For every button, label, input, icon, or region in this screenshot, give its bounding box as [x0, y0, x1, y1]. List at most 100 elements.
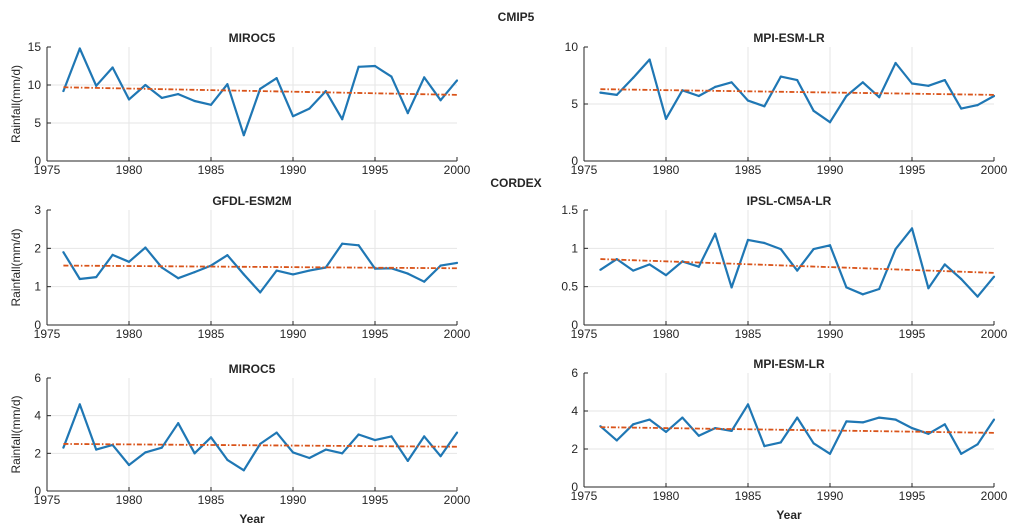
data-point	[697, 94, 700, 98]
data-point	[615, 439, 618, 442]
trend-line	[600, 88, 995, 96]
data-point	[78, 403, 81, 406]
x-tick-label: 1985	[198, 327, 225, 341]
y-tick-label: 1	[34, 280, 41, 294]
data-point	[78, 47, 81, 50]
x-tick-label: 1995	[362, 493, 389, 507]
data-point	[632, 269, 635, 272]
data-point	[177, 93, 180, 96]
data-point	[62, 89, 65, 93]
y-axis-label: Rainfall(mm/d)	[9, 228, 23, 306]
x-tick-label: 2000	[444, 493, 471, 507]
data-point	[763, 241, 766, 245]
data-point	[144, 451, 147, 454]
data-point	[943, 78, 946, 82]
data-point	[992, 275, 996, 278]
data-point	[730, 286, 733, 289]
x-tick-label: 1980	[116, 493, 143, 507]
data-point	[746, 403, 750, 406]
data-point	[730, 81, 733, 84]
data-point	[406, 272, 409, 275]
data-point	[62, 446, 65, 449]
data-point	[144, 83, 147, 87]
x-tick-label: 1990	[280, 493, 307, 507]
x-tick-label: 1980	[653, 327, 680, 341]
trend-line	[600, 426, 995, 434]
data-point	[423, 435, 426, 438]
y-tick-label: 0.5	[561, 280, 578, 294]
trend-line	[63, 443, 458, 448]
data-point	[455, 79, 459, 82]
data-point	[111, 66, 114, 69]
data-point	[943, 263, 946, 266]
data-point	[960, 277, 963, 281]
data-point	[763, 105, 766, 108]
y-tick-label: 0	[34, 154, 41, 168]
data-point	[275, 77, 278, 80]
data-point	[226, 254, 229, 257]
data-point	[992, 418, 996, 421]
data-point	[878, 416, 881, 419]
x-tick-label: 1980	[116, 327, 143, 341]
data-point	[812, 442, 815, 445]
data-point	[779, 441, 782, 444]
data-point	[894, 418, 897, 421]
y-tick-label: 5	[34, 116, 41, 130]
chart-panel-2: 1975 1980 1985 1990 1995 2000 0 5 10 MPI-ESM-LR	[565, 31, 1008, 177]
plot-area	[47, 210, 457, 325]
data-point	[209, 103, 213, 106]
y-tick-label: 0	[34, 318, 41, 332]
data-point	[390, 435, 393, 438]
data-point	[324, 448, 327, 451]
x-tick-label: 1995	[899, 327, 926, 341]
y-tick-label: 0	[571, 154, 578, 168]
x-tick-label: 1985	[198, 163, 225, 177]
data-point	[960, 107, 963, 110]
y-tick-label: 2	[571, 442, 578, 456]
data-point	[960, 452, 963, 455]
x-tick-label: 2000	[981, 489, 1008, 503]
data-point	[976, 443, 979, 446]
chart-panel-5: 1975 1980 1985 1990 1995 2000 0 2 4 6 MIROC5 Rainfa…	[9, 362, 471, 526]
data-point	[796, 416, 799, 419]
data-point	[812, 109, 815, 112]
plot-area	[584, 210, 994, 325]
data-point	[730, 429, 733, 433]
data-point	[976, 104, 979, 107]
trend-line	[63, 86, 458, 96]
x-tick-label: 1990	[817, 163, 844, 177]
data-point	[209, 436, 213, 439]
data-point	[275, 431, 278, 434]
data-point	[910, 427, 914, 430]
section-title-cordex: CORDEX	[490, 176, 541, 190]
data-point	[177, 422, 180, 425]
data-point	[95, 448, 98, 451]
data-point	[910, 82, 914, 85]
data-point	[357, 244, 360, 247]
x-tick-label: 1995	[899, 489, 926, 503]
data-point	[828, 244, 832, 247]
x-tick-label: 1985	[735, 163, 762, 177]
x-axis-label: Year	[239, 512, 265, 526]
y-tick-label: 4	[34, 409, 41, 423]
data-point	[845, 94, 848, 98]
x-tick-label: 1975	[571, 489, 598, 503]
data-point	[746, 238, 750, 241]
data-point	[845, 420, 848, 423]
data-point	[193, 452, 196, 455]
data-point	[927, 432, 930, 435]
data-point	[648, 418, 651, 421]
x-tick-label: 1995	[899, 163, 926, 177]
data-point	[144, 246, 147, 249]
y-tick-label: 2	[34, 446, 41, 460]
data-point	[599, 268, 602, 271]
x-tick-label: 1980	[653, 489, 680, 503]
data-point	[291, 115, 295, 118]
data-point	[779, 248, 782, 251]
data-point	[259, 87, 262, 90]
x-tick-label: 1975	[34, 163, 61, 177]
data-point	[406, 459, 409, 462]
data-point	[861, 81, 864, 84]
x-tick-label: 2000	[444, 163, 471, 177]
x-tick-label: 1990	[817, 489, 844, 503]
